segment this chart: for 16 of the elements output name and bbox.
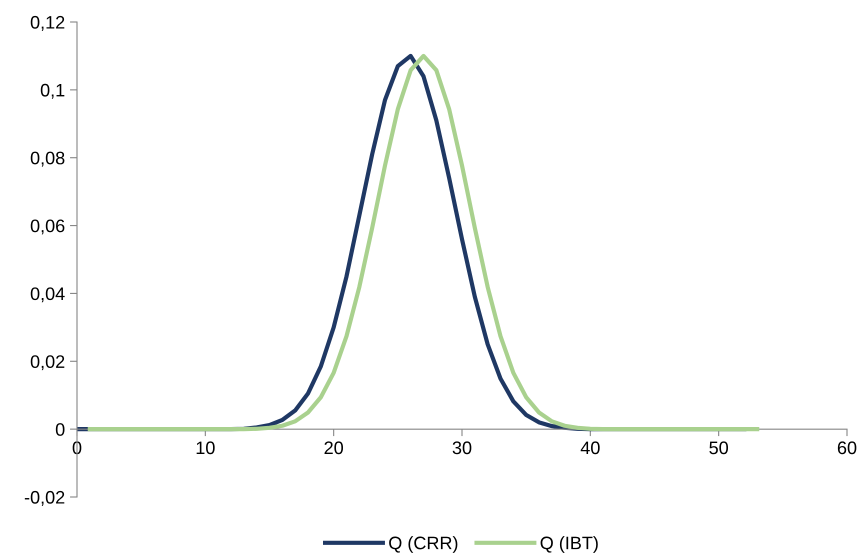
x-tick-label: 10 xyxy=(196,441,215,454)
y-tick-label: 0,08 xyxy=(30,152,64,167)
x-tick-label: 60 xyxy=(838,441,856,454)
legend-label: Q (CRR) xyxy=(389,536,458,553)
x-tick-label: 20 xyxy=(324,441,344,454)
x-tick-label: 40 xyxy=(580,441,600,454)
y-tick-label: 0 xyxy=(56,423,64,436)
legend-label: Q (IBT) xyxy=(540,536,598,553)
x-tick-label: 30 xyxy=(452,441,472,454)
y-tick-label: 0,06 xyxy=(30,220,64,234)
y-tick-label: 0,04 xyxy=(30,287,65,302)
y-tick-label: -0,02 xyxy=(24,490,64,506)
y-tick-label: 0,02 xyxy=(30,355,64,370)
y-tick-label: 0,12 xyxy=(30,16,64,31)
x-tick-label: 50 xyxy=(709,441,728,454)
y-tick-label: 0,1 xyxy=(40,84,64,99)
